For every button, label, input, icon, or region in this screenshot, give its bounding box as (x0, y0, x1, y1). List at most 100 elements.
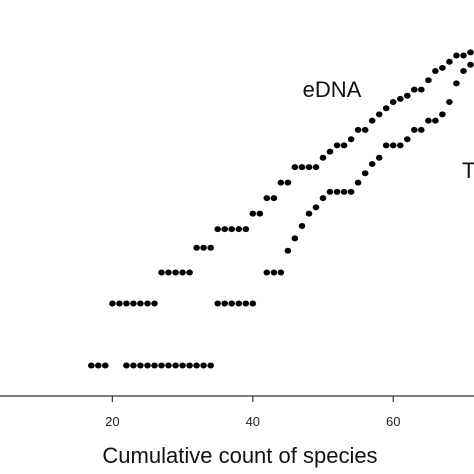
point-t-4 (151, 362, 158, 369)
point-t-39 (404, 136, 411, 143)
point-edna-45 (404, 92, 411, 99)
point-t-13 (214, 300, 221, 307)
point-t-36 (382, 142, 390, 149)
point-edna-46 (411, 86, 418, 93)
point-t-27 (319, 195, 327, 202)
point-edna-40 (368, 117, 376, 124)
point-t-12 (207, 362, 214, 369)
point-t-2 (137, 362, 144, 369)
point-edna-20 (228, 226, 235, 233)
point-t-20 (270, 269, 278, 276)
point-edna-4 (116, 300, 123, 307)
point-edna-27 (277, 179, 285, 186)
point-edna-52 (453, 52, 460, 59)
point-edna-10 (158, 269, 165, 276)
point-edna-28 (284, 179, 292, 186)
point-t-43 (432, 117, 439, 124)
point-edna-30 (298, 164, 306, 171)
point-t-25 (305, 210, 313, 217)
point-edna-1 (95, 362, 102, 369)
point-t-42 (425, 117, 432, 124)
point-edna-32 (312, 164, 320, 171)
point-t-19 (263, 269, 271, 276)
point-edna-39 (361, 126, 369, 133)
point-t-31 (347, 188, 355, 195)
point-t-14 (221, 300, 228, 307)
point-t-46 (453, 80, 460, 87)
point-t-22 (284, 247, 292, 254)
point-edna-42 (382, 105, 390, 112)
point-edna-22 (242, 226, 250, 233)
point-edna-21 (235, 226, 243, 233)
point-t-44 (439, 111, 446, 118)
x-axis-ticks: 20 40 60 (105, 396, 400, 429)
point-t-3 (144, 362, 151, 369)
point-t-0 (123, 362, 130, 369)
point-edna-2 (102, 362, 109, 369)
point-edna-12 (172, 269, 179, 276)
point-t-47 (460, 68, 467, 74)
point-t-40 (411, 126, 418, 133)
data-points-layer (88, 49, 474, 369)
point-t-32 (354, 179, 362, 186)
point-edna-43 (389, 99, 397, 105)
point-edna-54 (467, 49, 474, 56)
point-edna-47 (418, 86, 425, 93)
point-edna-29 (291, 164, 299, 171)
point-edna-13 (179, 269, 186, 276)
point-edna-34 (326, 148, 334, 155)
point-edna-9 (151, 300, 158, 307)
point-t-23 (291, 235, 299, 242)
point-t-37 (389, 142, 397, 149)
point-t-7 (172, 362, 179, 369)
point-edna-33 (319, 154, 327, 161)
point-edna-16 (200, 244, 207, 251)
point-edna-26 (270, 195, 278, 202)
point-edna-24 (256, 210, 264, 217)
point-t-45 (446, 99, 453, 105)
point-edna-48 (425, 77, 432, 84)
point-edna-23 (249, 210, 257, 217)
x-tick-label-20: 20 (105, 414, 119, 429)
series-label-t: T (462, 158, 474, 183)
point-t-35 (375, 154, 383, 161)
point-t-48 (467, 61, 474, 68)
point-edna-11 (165, 269, 172, 276)
point-edna-44 (397, 95, 404, 102)
point-edna-18 (214, 226, 221, 233)
point-edna-35 (333, 142, 341, 149)
point-edna-17 (207, 244, 214, 251)
point-t-26 (312, 204, 320, 211)
point-t-38 (397, 142, 404, 149)
point-t-16 (235, 300, 243, 307)
x-axis-title: Cumulative count of species (102, 443, 377, 468)
point-t-34 (368, 161, 376, 167)
x-tick-label-40: 40 (246, 414, 260, 429)
point-edna-15 (193, 244, 200, 251)
point-t-1 (130, 362, 137, 369)
point-t-21 (277, 269, 285, 276)
point-t-29 (333, 188, 341, 195)
point-edna-0 (88, 362, 95, 369)
point-edna-8 (144, 300, 151, 307)
point-t-11 (200, 362, 207, 369)
point-edna-7 (137, 300, 144, 307)
point-edna-31 (305, 164, 313, 171)
point-edna-37 (347, 136, 355, 143)
point-t-15 (228, 300, 235, 307)
point-t-33 (361, 170, 369, 177)
point-edna-38 (354, 126, 362, 133)
point-t-17 (242, 300, 250, 307)
point-t-9 (186, 362, 193, 369)
point-edna-5 (123, 300, 130, 307)
point-t-41 (418, 126, 425, 133)
point-edna-49 (432, 68, 439, 74)
point-t-30 (340, 188, 348, 195)
point-edna-50 (439, 64, 446, 71)
point-t-8 (179, 362, 186, 369)
point-edna-36 (340, 142, 348, 149)
point-t-6 (165, 362, 172, 369)
point-edna-6 (130, 300, 137, 307)
point-t-18 (249, 300, 257, 307)
